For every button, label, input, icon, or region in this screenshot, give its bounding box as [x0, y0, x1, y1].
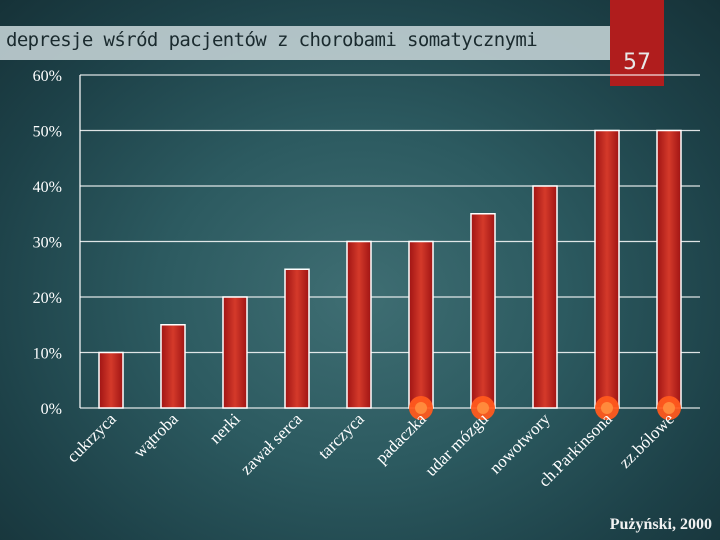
bar: [160, 324, 186, 409]
bar: [656, 129, 682, 409]
y-tick-label: 20%: [33, 290, 62, 307]
bar: [98, 351, 124, 409]
y-axis-ticks: 0% 10% 20% 30% 40% 50% 60%: [33, 68, 62, 418]
y-tick-label: 30%: [33, 235, 62, 252]
markers: [409, 396, 681, 420]
y-tick-label: 10%: [33, 346, 62, 363]
x-tick-label: cukrzyca: [63, 409, 120, 466]
slide-number-box: [610, 0, 664, 86]
x-tick-label: tarczyca: [314, 409, 368, 463]
bar: [532, 185, 558, 409]
x-tick-label: zz.bólowe: [615, 409, 678, 472]
page-title: depresje wśród pacjentów z chorobami som…: [6, 29, 538, 51]
bar: [222, 296, 248, 409]
marker-dot-core: [415, 402, 427, 414]
source-citation: Pużyński, 2000: [609, 516, 712, 533]
y-tick-label: 40%: [33, 179, 62, 196]
marker-dot-core: [477, 402, 489, 414]
bar: [594, 129, 620, 409]
x-tick-label: nerki: [206, 409, 244, 447]
bar: [346, 240, 372, 409]
bar: [284, 268, 310, 409]
y-tick-label: 50%: [33, 124, 62, 141]
y-tick-label: 0%: [41, 401, 62, 418]
x-tick-label: udar mózgu: [421, 409, 492, 480]
marker-dot-core: [601, 402, 613, 414]
y-tick-label: 60%: [33, 68, 62, 85]
marker-dot-core: [663, 402, 675, 414]
bars: [98, 129, 682, 409]
x-tick-label: wątroba: [130, 409, 182, 461]
title-bar: [0, 26, 658, 60]
bar: [470, 213, 496, 409]
slide-number: 57: [623, 50, 651, 75]
x-tick-label: zawał serca: [237, 409, 306, 478]
bar: [408, 240, 434, 409]
x-tick-label: padaczka: [372, 409, 430, 467]
